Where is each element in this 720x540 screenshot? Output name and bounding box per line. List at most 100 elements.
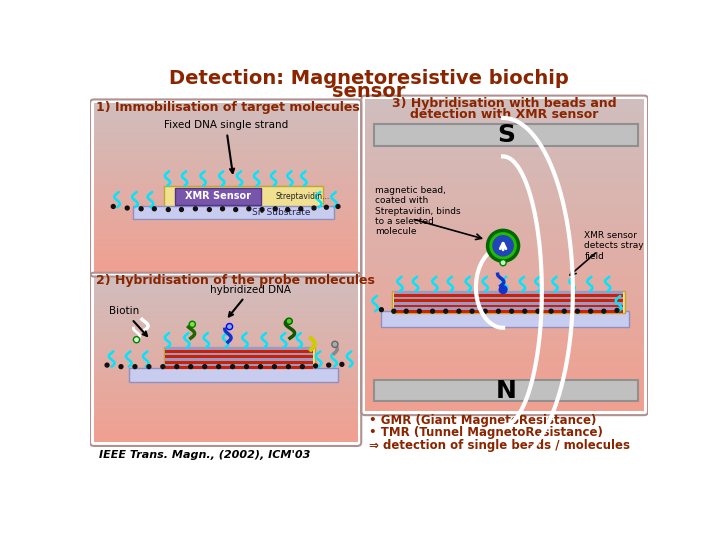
- Circle shape: [260, 208, 264, 212]
- Circle shape: [203, 364, 207, 369]
- Bar: [165, 350, 313, 353]
- Circle shape: [286, 208, 289, 212]
- Text: Detection: Magnetoresistive biochip: Detection: Magnetoresistive biochip: [169, 69, 569, 88]
- Circle shape: [499, 286, 507, 293]
- Circle shape: [457, 309, 461, 313]
- Circle shape: [536, 309, 540, 313]
- Circle shape: [179, 208, 184, 212]
- Bar: [165, 353, 313, 355]
- Circle shape: [133, 336, 140, 343]
- Circle shape: [510, 309, 513, 313]
- Text: 2) Hybridisation of the probe molecules: 2) Hybridisation of the probe molecules: [96, 274, 375, 287]
- Text: hybridized DNA: hybridized DNA: [210, 285, 291, 316]
- Bar: [374, 124, 638, 146]
- Text: Streptavidin...: Streptavidin...: [276, 192, 330, 201]
- Circle shape: [220, 207, 225, 211]
- Circle shape: [217, 364, 220, 369]
- Circle shape: [418, 309, 421, 313]
- Circle shape: [444, 309, 448, 313]
- Circle shape: [300, 364, 305, 369]
- Circle shape: [133, 364, 137, 369]
- Bar: [394, 294, 624, 296]
- Circle shape: [245, 364, 248, 369]
- Circle shape: [147, 364, 150, 369]
- Circle shape: [112, 205, 115, 208]
- Circle shape: [139, 207, 143, 211]
- Bar: [374, 380, 638, 401]
- Bar: [394, 296, 624, 299]
- Circle shape: [125, 206, 129, 210]
- Circle shape: [340, 362, 344, 366]
- Circle shape: [500, 260, 506, 266]
- Bar: [394, 307, 624, 310]
- Circle shape: [247, 207, 251, 211]
- Text: • GMR (Giant MagnetoResistance): • GMR (Giant MagnetoResistance): [369, 414, 596, 427]
- Circle shape: [615, 308, 619, 312]
- Text: • TMR (Tunnel MagnetoResistance): • TMR (Tunnel MagnetoResistance): [369, 427, 603, 440]
- Circle shape: [487, 231, 518, 261]
- Circle shape: [602, 309, 606, 313]
- Bar: [165, 361, 313, 363]
- Text: N: N: [496, 379, 517, 402]
- Circle shape: [332, 341, 338, 347]
- Circle shape: [299, 207, 302, 211]
- Circle shape: [404, 309, 408, 313]
- Text: Fixed DNA single strand: Fixed DNA single strand: [163, 120, 288, 173]
- Bar: [394, 299, 624, 302]
- Bar: [394, 305, 624, 307]
- Bar: [163, 186, 323, 207]
- Text: Biotin: Biotin: [109, 306, 147, 336]
- Circle shape: [492, 235, 514, 256]
- Circle shape: [189, 321, 195, 327]
- Circle shape: [431, 309, 434, 313]
- Bar: [132, 206, 334, 219]
- Circle shape: [153, 207, 156, 211]
- Text: sensor: sensor: [333, 82, 405, 102]
- Text: detection with XMR sensor: detection with XMR sensor: [410, 109, 599, 122]
- Bar: [381, 311, 629, 327]
- Bar: [394, 291, 624, 294]
- Circle shape: [287, 364, 290, 369]
- Circle shape: [314, 364, 318, 368]
- Text: magnetic bead,
coated with
Streptavidin, binds
to a selected
molecule: magnetic bead, coated with Streptavidin,…: [375, 186, 461, 237]
- Bar: [129, 368, 338, 382]
- Bar: [165, 355, 313, 358]
- Circle shape: [589, 309, 593, 313]
- Circle shape: [119, 364, 123, 369]
- Bar: [394, 302, 624, 305]
- Bar: [165, 358, 313, 361]
- Circle shape: [207, 208, 211, 212]
- Circle shape: [230, 364, 235, 369]
- Circle shape: [392, 309, 396, 313]
- Circle shape: [562, 309, 566, 313]
- Circle shape: [549, 309, 553, 313]
- Bar: [165, 366, 313, 369]
- Circle shape: [483, 309, 487, 313]
- Circle shape: [189, 364, 193, 369]
- Circle shape: [523, 309, 527, 313]
- Circle shape: [258, 364, 262, 369]
- Bar: [392, 291, 625, 313]
- Circle shape: [226, 323, 233, 330]
- Circle shape: [286, 318, 292, 325]
- Bar: [165, 363, 313, 366]
- Text: S: S: [498, 123, 516, 147]
- Circle shape: [161, 364, 165, 369]
- Text: ⇒ detection of single beads / molecules: ⇒ detection of single beads / molecules: [369, 438, 630, 451]
- Circle shape: [194, 207, 197, 211]
- Text: XMR Sensor: XMR Sensor: [185, 192, 251, 201]
- Circle shape: [274, 207, 277, 211]
- Circle shape: [497, 309, 500, 313]
- Bar: [163, 347, 315, 369]
- Text: 3) Hybridisation with beads and: 3) Hybridisation with beads and: [392, 97, 617, 110]
- Text: 1) Immobilisation of target molecules: 1) Immobilisation of target molecules: [96, 102, 360, 114]
- Circle shape: [470, 309, 474, 313]
- Text: XMR sensor
detects stray
field: XMR sensor detects stray field: [585, 231, 644, 261]
- Circle shape: [166, 208, 170, 212]
- Circle shape: [234, 208, 238, 212]
- Bar: [394, 310, 624, 313]
- Circle shape: [327, 363, 330, 367]
- Bar: [175, 188, 261, 205]
- Circle shape: [575, 309, 580, 313]
- Bar: [165, 347, 313, 350]
